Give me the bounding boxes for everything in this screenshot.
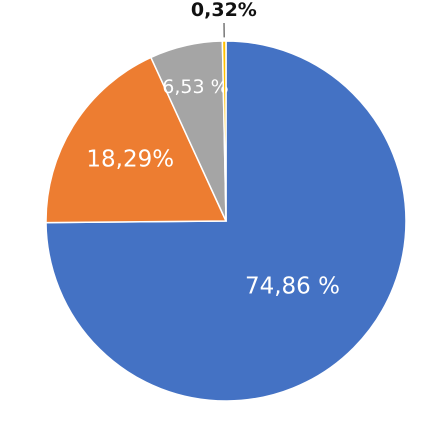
data-label: 18,29% (86, 147, 174, 173)
pie-slice (221, 40, 227, 222)
data-label: 0,32% (191, 0, 257, 21)
data-label: 6,53 % (162, 76, 228, 98)
data-label: 74,86 % (245, 273, 340, 299)
pie-slice (45, 40, 407, 402)
pie-slice (45, 56, 228, 224)
